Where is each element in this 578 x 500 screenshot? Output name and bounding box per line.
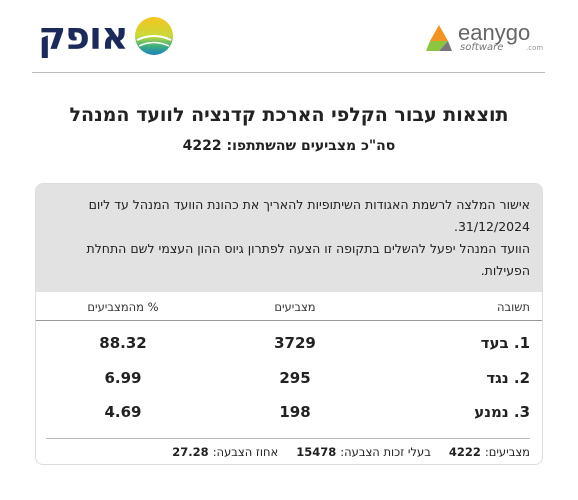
summary-label: סה"כ מצביעים שהשתתפו: [226, 138, 396, 154]
column-header: תשובה [496, 300, 530, 314]
table-row: 2. נגד 295 6.99 [36, 369, 542, 387]
footer-item: מצביעים:4222 [449, 445, 530, 459]
table-row: 3. נמנע 198 4.69 [36, 403, 542, 421]
table-row: 1. בעד 3729 88.32 [36, 334, 542, 352]
voters: 295 [279, 369, 311, 387]
motion-line: אישור המלצה לרשמת האגודות השיתופיות להאר… [88, 197, 530, 234]
partner-icon [426, 25, 452, 51]
partner-tagline: software [460, 42, 504, 53]
column-header: % מהמצביעים [87, 300, 159, 314]
percent: 4.69 [104, 403, 142, 421]
summary-value: 4222 [182, 138, 222, 154]
brand-icon [134, 17, 173, 55]
partner-name: eanygo [458, 20, 531, 45]
motion-box: אישור המלצה לרשמת האגודות השיתופיות להאר… [36, 184, 542, 292]
percent: 88.32 [99, 334, 147, 352]
footer-value: 27.28 [172, 445, 209, 459]
footer-label: אחוז הצבעה: [212, 445, 279, 459]
footer-value: 4222 [448, 445, 481, 459]
footer-item: בעלי זכות הצבעה:15478 [296, 445, 431, 459]
summary: סה"כ מצביעים שהשתתפו: 4222 [0, 138, 578, 154]
brand-logo: אופק [38, 14, 174, 58]
results-card: אישור המלצה לרשמת האגודות השיתופיות להאר… [35, 183, 543, 465]
percent: 6.99 [104, 369, 142, 387]
partner-domain: .com [526, 44, 544, 52]
header: אופק eanygo software .com [0, 0, 578, 72]
motion-line: הוועד המנהל יפעל להשלים בתקופה זו הצעה ל… [86, 241, 530, 278]
footer-item: אחוז הצבעה:27.28 [172, 445, 278, 459]
footer-label: מצביעים: [484, 445, 530, 459]
column-header: מצביעים [274, 300, 316, 314]
voters: 3729 [274, 334, 316, 352]
footer-label: בעלי זכות הצבעה: [340, 445, 431, 459]
title: תוצאות עבור הקלפי הארכת קדנציה לוועד המנ… [69, 104, 509, 126]
answer: 1. בעד [480, 334, 530, 352]
footer-value: 15478 [296, 445, 337, 459]
partner-logo: eanygo software .com [424, 20, 550, 56]
brand-name: אופק [38, 14, 129, 58]
voters: 198 [279, 403, 311, 421]
answer: 2. נגד [486, 369, 530, 387]
table-header: תשובה מצביעים % מהמצביעים [36, 300, 542, 321]
divider [32, 72, 545, 73]
footer: מצביעים:4222 בעלי זכות הצבעה:15478 אחוז … [46, 438, 530, 459]
partner-text: eanygo software .com [458, 20, 550, 56]
answer: 3. נמנע [474, 403, 530, 421]
